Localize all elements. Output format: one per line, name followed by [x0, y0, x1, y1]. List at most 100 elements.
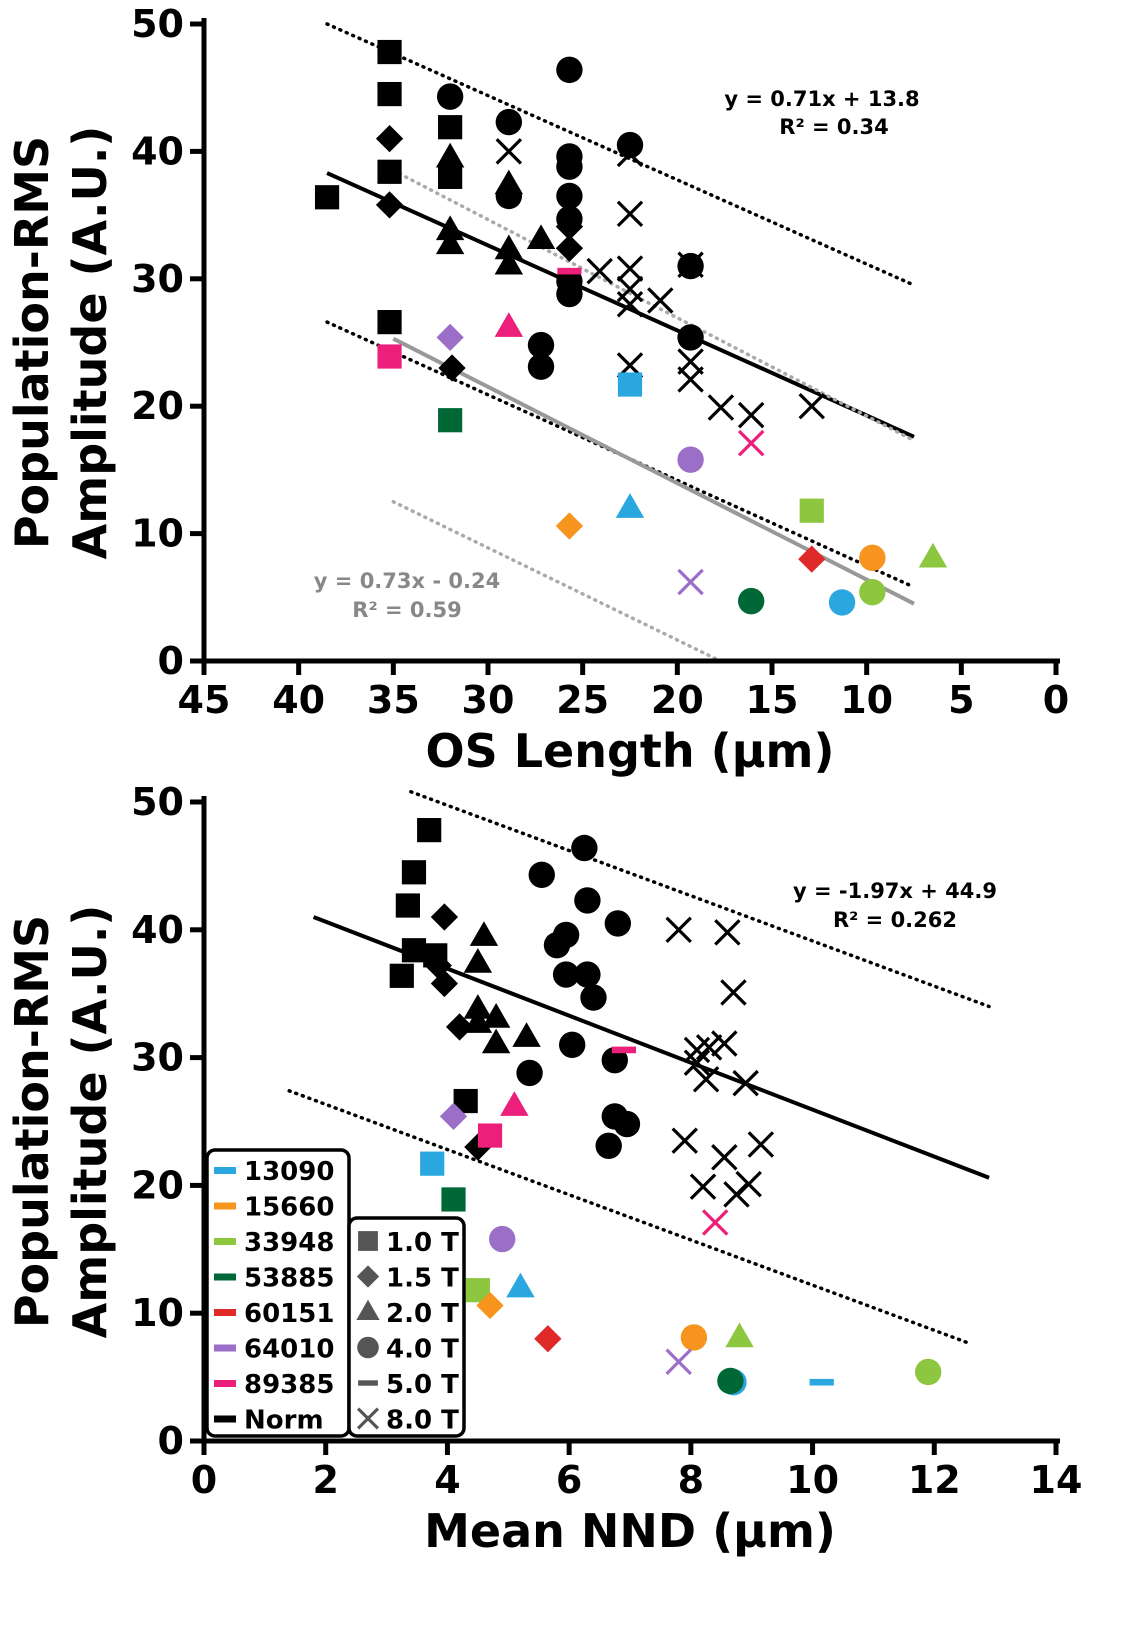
x-tick-label: 45	[178, 678, 231, 722]
x-tick-label: 8	[678, 1458, 704, 1502]
legend-label: 1.0 T	[386, 1228, 459, 1258]
confidence-line	[287, 1089, 973, 1346]
data-point	[469, 921, 499, 946]
data-point	[556, 153, 583, 180]
y-axis-title: Population-RMS	[5, 915, 59, 1328]
confidence-line	[409, 790, 991, 1009]
data-point	[481, 1028, 511, 1054]
data-point	[401, 938, 427, 963]
x-tick-label: 10	[786, 1458, 839, 1502]
data-point	[683, 1049, 711, 1076]
data-point	[611, 1046, 637, 1054]
chart-panel-2: 0 10 20 30 40 50 0 2 4 6 8 10 12 14 Mean NND (µm) Popul…	[5, 780, 1082, 1558]
data-point	[557, 267, 582, 275]
data-point	[689, 1173, 717, 1200]
legend-swatch	[214, 1238, 236, 1245]
x-tick-label: 10	[840, 678, 893, 722]
data-point	[438, 164, 463, 189]
equation-label: y = -1.97x + 44.9	[793, 879, 997, 903]
data-point	[717, 1367, 744, 1395]
data-point	[495, 182, 523, 210]
y-tick-label: 50	[131, 780, 184, 824]
data-point	[574, 887, 601, 914]
data-point	[556, 205, 583, 233]
data-point	[707, 394, 735, 421]
equation-label: y = 0.73x - 0.24	[314, 569, 500, 593]
data-point	[617, 372, 643, 397]
data-point	[859, 579, 886, 606]
data-point	[828, 589, 856, 616]
legend-label: 2.0 T	[386, 1299, 459, 1329]
x-tick-label: 20	[651, 678, 704, 722]
data-point	[463, 994, 493, 1019]
y-tick-label: 30	[131, 1036, 184, 1080]
data-point	[377, 159, 402, 184]
data-point	[528, 861, 555, 889]
legend-colors: 13090 15660 33948 53885 60151 64010 89385 Norm	[205, 1148, 351, 1438]
y-tick-label: 20	[131, 384, 184, 428]
legend-label: Norm	[244, 1406, 324, 1436]
legend-swatch	[214, 1415, 236, 1423]
data-point	[512, 1022, 541, 1047]
data-point	[430, 969, 459, 998]
y-tick-label: 10	[131, 1291, 184, 1335]
data-point	[571, 834, 598, 862]
data-point	[481, 1003, 511, 1028]
data-point	[695, 1034, 723, 1061]
data-point	[711, 1030, 738, 1057]
data-point	[671, 1127, 699, 1154]
data-point	[494, 312, 524, 337]
data-point	[527, 331, 555, 359]
legend-swatch	[214, 1309, 236, 1316]
data-point	[555, 234, 584, 262]
legend-marker-icon	[356, 1265, 380, 1288]
data-point	[435, 215, 465, 241]
data-point	[586, 257, 613, 285]
confidence-line	[325, 22, 916, 287]
data-point	[464, 1133, 492, 1161]
data-point	[476, 1291, 504, 1320]
data-point	[798, 545, 826, 573]
data-point	[435, 142, 465, 168]
y-tick-label: 10	[131, 512, 184, 556]
x-axis-title: OS Length (µm)	[425, 724, 834, 778]
x-tick-label: 40	[272, 678, 325, 722]
data-point	[377, 344, 402, 369]
data-point	[799, 498, 824, 523]
data-point	[616, 131, 644, 159]
legend-label: 4.0 T	[386, 1335, 459, 1365]
data-point	[677, 568, 704, 596]
data-point	[604, 910, 632, 937]
data-point	[616, 200, 644, 228]
legend-marker-icon	[356, 1407, 380, 1430]
legend-marker-icon	[358, 1380, 378, 1386]
x-tick-label: 14	[1030, 1458, 1083, 1502]
data-point	[747, 1131, 775, 1158]
data-point	[438, 115, 463, 140]
data-point	[375, 191, 404, 219]
data-point	[732, 1069, 759, 1097]
data-point	[613, 1110, 641, 1138]
data-point	[375, 125, 404, 153]
x-axis-title: Mean NND (µm)	[424, 1504, 836, 1558]
data-point	[441, 1187, 466, 1212]
data-point	[647, 287, 674, 314]
y-axis-title: Amplitude (A.U.)	[63, 905, 117, 1339]
data-point	[723, 1181, 750, 1208]
legend-swatch	[214, 1167, 236, 1174]
data-point	[377, 39, 402, 65]
data-point	[552, 961, 580, 988]
data-point	[692, 1066, 720, 1093]
y-tick-label: 0	[158, 1419, 184, 1463]
fit-line	[326, 171, 915, 439]
x-tick-label: 6	[556, 1458, 582, 1502]
legend-swatch	[214, 1344, 236, 1352]
data-point	[494, 249, 524, 275]
x-tick-label: 4	[434, 1458, 460, 1502]
x-tick-label: 2	[312, 1458, 338, 1502]
legend-label: 1.5 T	[386, 1264, 459, 1294]
x-tick-label: 25	[556, 678, 609, 722]
data-point	[436, 323, 464, 352]
data-point	[809, 1378, 834, 1386]
legend-label: 53885	[244, 1264, 334, 1294]
